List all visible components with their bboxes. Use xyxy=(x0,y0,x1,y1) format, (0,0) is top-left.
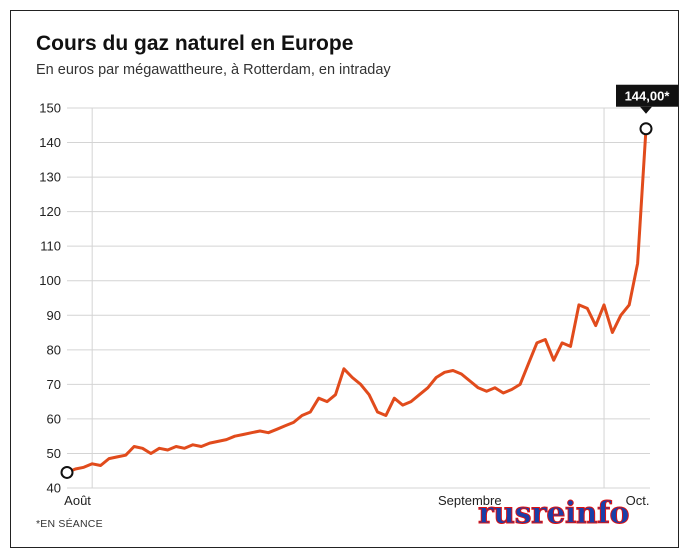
callout-label: 144,00* xyxy=(625,89,671,104)
y-tick-label: 60 xyxy=(47,411,61,426)
y-tick-label: 100 xyxy=(39,273,61,288)
y-tick-label: 80 xyxy=(47,342,61,357)
x-tick-label: Oct. xyxy=(626,493,650,508)
y-tick-label: 110 xyxy=(40,239,61,254)
chart-subtitle: En euros par mégawattheure, à Rotterdam,… xyxy=(36,62,391,78)
y-tick-label: 70 xyxy=(47,377,61,392)
y-tick-label: 40 xyxy=(47,481,61,496)
y-tick-label: 90 xyxy=(47,308,61,323)
start-point-marker xyxy=(60,465,74,479)
chart-title: Cours du gaz naturel en Europe xyxy=(36,32,354,55)
y-tick-label: 120 xyxy=(39,204,61,219)
end-point-marker xyxy=(639,122,653,136)
x-tick-label: Août xyxy=(64,493,91,508)
y-tick-label: 130 xyxy=(39,170,61,185)
callout-pointer xyxy=(640,106,652,114)
y-tick-label: 140 xyxy=(39,135,61,150)
watermark-logo: rusreinfo xyxy=(477,496,630,532)
chart-frame xyxy=(10,10,679,548)
series-line xyxy=(65,127,648,474)
chart-footnote: *EN SÉANCE xyxy=(36,518,103,530)
callout-box xyxy=(616,84,678,107)
y-tick-label: 50 xyxy=(47,446,61,461)
y-tick-label: 150 xyxy=(39,101,61,116)
x-tick-label: Septembre xyxy=(438,493,502,508)
